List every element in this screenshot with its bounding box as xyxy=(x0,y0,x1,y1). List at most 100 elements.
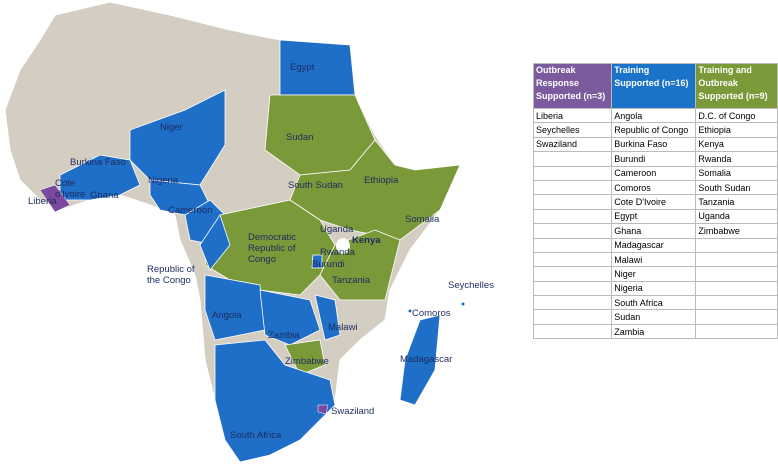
table-cell: Comoros xyxy=(611,179,697,196)
table-cell xyxy=(532,251,613,268)
country-label: Uganda xyxy=(320,224,354,235)
country-label: Burkina Faso xyxy=(70,157,126,168)
country-label: Madagascar xyxy=(400,354,452,365)
table-cell xyxy=(695,323,778,340)
table-cell: Zimbabwe xyxy=(695,223,778,239)
table-row: South Africa xyxy=(532,295,778,311)
table-cell: D.C. of Congo xyxy=(695,107,778,124)
country-label: Somalia xyxy=(405,214,440,225)
table-cell: Malawi xyxy=(611,251,697,268)
congo xyxy=(199,214,231,271)
table-cell: Sudan xyxy=(611,309,697,325)
seychelles xyxy=(461,302,465,306)
table-cell xyxy=(695,266,778,282)
country-label: Zimbabwe xyxy=(285,356,329,367)
zambia xyxy=(259,289,321,346)
table-row: Swaziland Burkina Faso Kenya xyxy=(532,136,778,153)
header-line: Outbreak xyxy=(698,78,738,88)
table-row: Comoros South Sudan xyxy=(532,179,778,196)
country-label: Zambia xyxy=(268,330,300,341)
table-cell xyxy=(695,280,778,297)
header-line: Outbreak xyxy=(536,65,576,75)
country-label: Swaziland xyxy=(331,406,374,417)
table-cell: Somalia xyxy=(695,165,778,181)
table-cell xyxy=(532,323,613,340)
country-label: Sudan xyxy=(286,132,313,143)
country-label: Angola xyxy=(212,310,242,321)
swaziland xyxy=(317,404,329,415)
table-row: Zambia xyxy=(532,323,778,340)
table-cell xyxy=(695,309,778,325)
table-row: Madagascar xyxy=(532,237,778,253)
table-cell: Uganda xyxy=(695,208,778,225)
table-cell xyxy=(532,223,613,239)
table-cell: Cameroon xyxy=(611,165,697,181)
angola xyxy=(204,274,266,341)
country-label: Comoros xyxy=(412,308,451,319)
header-line: Response xyxy=(536,78,580,88)
lake-victoria xyxy=(336,238,350,254)
table-cell xyxy=(532,309,613,325)
country-label: Seychelles xyxy=(448,280,494,291)
table-cell: Liberia xyxy=(532,107,613,124)
table-cell: Tanzania xyxy=(695,194,778,210)
table-cell: Burkina Faso xyxy=(611,136,697,153)
country-label: Ethiopia xyxy=(364,175,399,186)
table-cell: Madagascar xyxy=(611,237,697,253)
table-row: Seychelles Republic of Congo Ethiopia xyxy=(532,122,778,138)
niger xyxy=(129,89,226,186)
column-header: Training and Outbreak Supported (n=9) xyxy=(695,63,778,109)
country-label: Republic of xyxy=(248,243,296,254)
table-cell xyxy=(695,237,778,253)
table-cell: Rwanda xyxy=(695,151,778,167)
table-cell xyxy=(532,151,613,167)
table-cell xyxy=(532,237,613,253)
table-cell: Angola xyxy=(611,107,697,124)
header-line: Supported (n=3) xyxy=(536,91,606,101)
table-cell: South Africa xyxy=(611,295,697,311)
table-row: Egypt Uganda xyxy=(532,208,778,225)
table-cell xyxy=(532,165,613,181)
table-cell xyxy=(532,295,613,311)
country-label: Kenya xyxy=(352,235,381,246)
table-cell xyxy=(532,208,613,225)
malawi xyxy=(314,294,341,341)
table-cell xyxy=(532,179,613,196)
support-table: Outbreak Response Supported (n=3) Training S… xyxy=(532,63,778,340)
country-label: the Congo xyxy=(147,275,191,286)
table-cell xyxy=(532,194,613,210)
table-cell: South Sudan xyxy=(695,179,778,196)
country-label: South Sudan xyxy=(288,180,343,191)
table-cell: Cote D'Ivoire xyxy=(611,194,697,210)
country-label: Egypt xyxy=(290,62,315,73)
zimbabwe xyxy=(284,339,326,376)
column-header: Outbreak Response Supported (n=3) xyxy=(532,63,613,109)
table-row: Burundi Rwanda xyxy=(532,151,778,167)
table-cell: Nigeria xyxy=(611,280,697,297)
table-cell: Niger xyxy=(611,266,697,282)
header-line: Training and xyxy=(698,65,752,75)
country-label: Republic of xyxy=(147,264,195,275)
table-cell xyxy=(532,266,613,282)
madagascar xyxy=(399,314,441,406)
country-label: Cameroon xyxy=(168,205,212,216)
table-cell xyxy=(532,280,613,297)
country-label: Liberia xyxy=(28,196,57,207)
header-line: Supported (n=9) xyxy=(698,91,768,101)
country-label: Cote xyxy=(55,178,75,189)
table-row: Liberia Angola D.C. of Congo xyxy=(532,107,778,124)
country-label: Congo xyxy=(248,254,276,265)
country-label: Democratic xyxy=(248,232,296,243)
table-row: Ghana Zimbabwe xyxy=(532,223,778,239)
comoros xyxy=(408,309,412,313)
map-labels: Egypt Niger Burkina Faso Coted'IvoireLiberi… xyxy=(28,62,494,441)
table-row: Niger xyxy=(532,266,778,282)
africa-map: Egypt Niger Burkina Faso Coted'IvoireLiberi… xyxy=(4,1,494,463)
table-cell: Seychelles xyxy=(532,122,613,138)
country-label: Nigeria xyxy=(148,175,179,186)
country-label: Niger xyxy=(160,122,183,133)
table-row: Nigeria xyxy=(532,280,778,297)
country-label: Rwanda xyxy=(320,247,356,258)
table-cell: Ghana xyxy=(611,223,697,239)
